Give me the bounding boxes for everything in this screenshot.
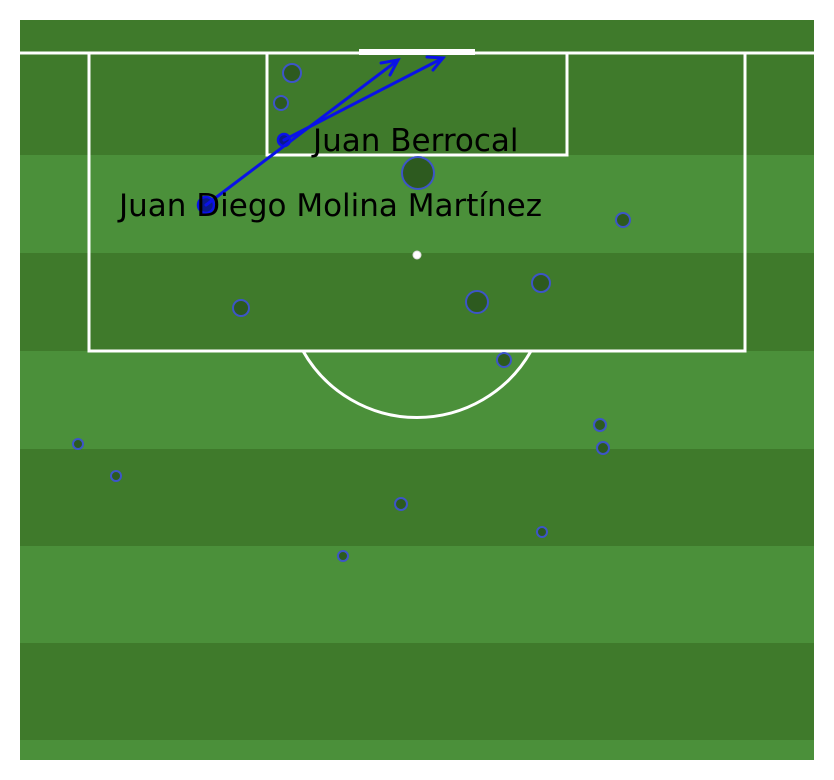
pitch-stripe: [20, 20, 814, 155]
player-marker: [496, 352, 512, 368]
player-marker: [401, 156, 435, 190]
receiver-label: Juan Berrocal: [311, 123, 519, 159]
pitch-stripe: [20, 546, 814, 643]
player-marker: [465, 290, 489, 314]
pitch-stripe: [20, 351, 814, 449]
pitch-stripes: [20, 20, 814, 760]
pitch-stripe: [20, 740, 814, 760]
player-marker: [273, 95, 289, 111]
player-marker: [337, 550, 349, 562]
player-marker: [531, 273, 551, 293]
pitch-lines: [20, 49, 814, 419]
player-marker: [593, 418, 607, 432]
pitch-stripe: [20, 643, 814, 740]
pass-arrow-1: [204, 58, 400, 207]
player-marker: [394, 497, 408, 511]
player-marker: [615, 212, 631, 228]
pitch-stripe: [20, 449, 814, 546]
player-marker: [596, 441, 610, 455]
pass-arrow-2-head: [425, 55, 447, 72]
player-marker: [72, 438, 84, 450]
penalty-spot: [412, 250, 422, 260]
player-marker: [536, 526, 548, 538]
player-marker: [232, 299, 250, 317]
pass-arrow-1-head: [379, 57, 401, 77]
player-marker: [110, 470, 122, 482]
pass-arrow-2: [282, 56, 445, 142]
penalty-arc: [301, 350, 533, 419]
player-markers: [72, 63, 631, 562]
player-marker: [282, 63, 302, 83]
pitch-stripe: [20, 253, 814, 351]
pass-arrows: [204, 55, 447, 207]
passer-label: Juan Diego Molina Martínez: [117, 188, 542, 224]
